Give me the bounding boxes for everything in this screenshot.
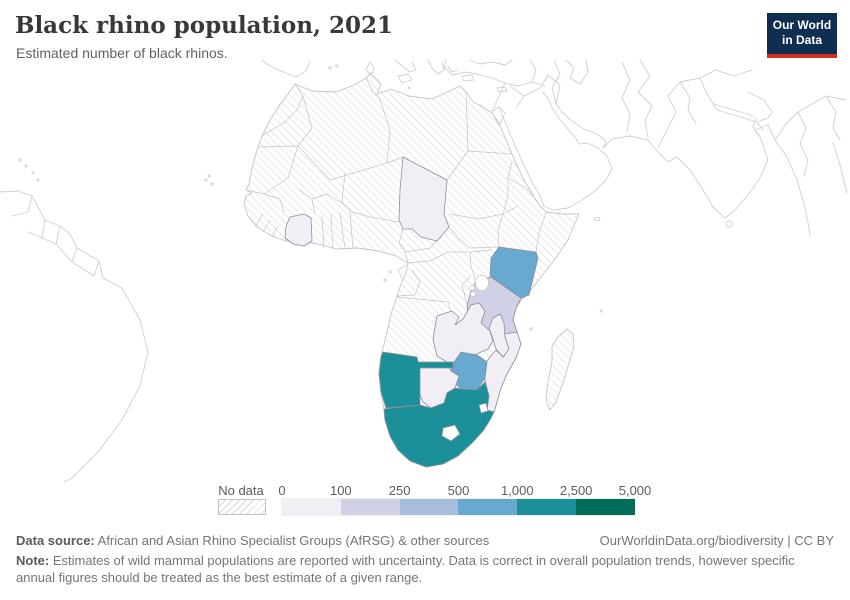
legend-segment[interactable]	[458, 499, 518, 515]
legend-tick-label: 2,500	[559, 483, 593, 498]
legend-color-bar[interactable]	[281, 498, 636, 516]
legend-no-data-swatch[interactable]	[218, 499, 266, 515]
turkey-coastline	[443, 59, 506, 84]
owid-logo[interactable]: Our World in Data	[767, 13, 837, 58]
iran-india-coastline	[555, 103, 811, 237]
country-eswatini[interactable]	[478, 402, 489, 414]
country-malawi[interactable]	[488, 313, 510, 358]
colored-countries[interactable]	[284, 156, 539, 468]
legend-tick-label: 250	[388, 483, 411, 498]
lakes	[469, 275, 489, 297]
legend-tick-label: 100	[329, 483, 352, 498]
footer-data-source: Data source: African and Asian Rhino Spe…	[16, 533, 489, 548]
country-namibia[interactable]	[378, 351, 454, 409]
page-title: Black rhino population, 2021	[15, 12, 393, 39]
country-south-africa[interactable]	[383, 381, 495, 468]
world-context-outlines	[0, 59, 848, 483]
rwanda-area	[469, 285, 475, 291]
legend-segment[interactable]	[282, 499, 341, 515]
africa-interior-borders	[245, 77, 547, 313]
owid-logo-line2: in Data	[781, 33, 822, 48]
legend-segment[interactable]	[517, 499, 577, 515]
legend-tick-label: 5,000	[618, 483, 652, 498]
legend-no-data-label: No data	[218, 483, 264, 498]
note-label: Note:	[16, 553, 50, 568]
legend-tick-label: 0	[278, 483, 286, 498]
madagascar	[545, 328, 575, 411]
country-zambia[interactable]	[432, 302, 494, 364]
africa-no-data-region[interactable]	[243, 72, 580, 468]
country-chad[interactable]	[398, 156, 450, 242]
choropleth-map-svg[interactable]	[0, 58, 850, 483]
legend-tick-label: 500	[447, 483, 470, 498]
burundi-area	[470, 291, 476, 297]
data-source-label: Data source:	[16, 533, 95, 548]
footer-note: Note: Estimates of wild mammal populatio…	[16, 553, 816, 586]
country-cote-divoire[interactable]	[284, 213, 313, 247]
legend-segment[interactable]	[399, 499, 459, 515]
data-source-text: African and Asian Rhino Specialist Group…	[94, 533, 490, 548]
legend-ticks: 0 100 250 500 1,000 2,500 5,000	[278, 483, 651, 498]
owid-logo-line1: Our World	[772, 18, 832, 32]
footer-attribution[interactable]: OurWorldinData.org/biodiversity | CC BY	[599, 533, 834, 548]
country-lesotho[interactable]	[441, 424, 461, 442]
page-subtitle: Estimated number of black rhinos.	[16, 45, 228, 61]
europe-coastline	[261, 59, 311, 78]
lake-victoria	[475, 275, 489, 291]
legend-segment[interactable]	[340, 499, 400, 515]
legend-tick-label: 1,000	[501, 483, 534, 498]
note-text: Estimates of wild mammal populations are…	[16, 553, 795, 585]
south-america-coastline	[0, 190, 149, 483]
arabia-coastline	[499, 91, 613, 211]
legend-segment[interactable]	[576, 499, 635, 515]
world-map[interactable]	[0, 58, 850, 483]
